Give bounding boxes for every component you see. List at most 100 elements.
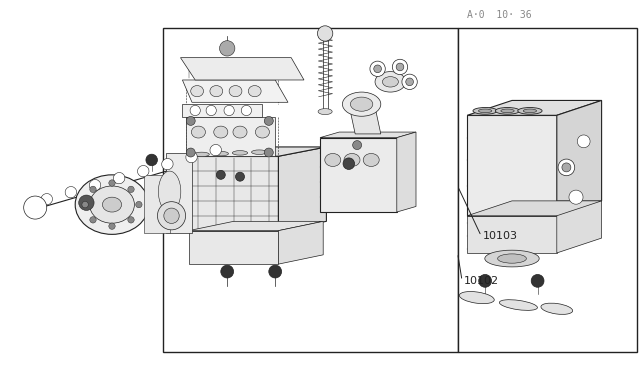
Circle shape <box>109 180 115 186</box>
Ellipse shape <box>186 151 197 163</box>
Polygon shape <box>397 132 416 212</box>
Ellipse shape <box>351 97 372 111</box>
Circle shape <box>241 105 252 116</box>
Ellipse shape <box>518 108 542 114</box>
Polygon shape <box>557 201 602 253</box>
Circle shape <box>531 275 544 287</box>
Ellipse shape <box>473 108 497 114</box>
Polygon shape <box>182 80 288 102</box>
Text: A·0  10· 36: A·0 10· 36 <box>467 10 532 20</box>
Ellipse shape <box>191 126 205 138</box>
Ellipse shape <box>76 175 149 234</box>
Ellipse shape <box>194 152 209 157</box>
Ellipse shape <box>460 292 494 304</box>
Ellipse shape <box>41 193 52 205</box>
Ellipse shape <box>232 151 248 155</box>
Ellipse shape <box>501 109 514 113</box>
Ellipse shape <box>342 92 381 116</box>
Circle shape <box>90 217 96 223</box>
Circle shape <box>402 74 417 90</box>
Ellipse shape <box>499 300 538 310</box>
Circle shape <box>157 202 186 230</box>
Circle shape <box>136 201 142 208</box>
Polygon shape <box>186 117 275 156</box>
Ellipse shape <box>255 126 269 138</box>
Circle shape <box>479 275 492 287</box>
Ellipse shape <box>90 186 134 223</box>
Circle shape <box>216 170 225 179</box>
Circle shape <box>343 158 355 169</box>
Circle shape <box>392 59 408 75</box>
Ellipse shape <box>252 150 267 154</box>
Circle shape <box>569 190 583 204</box>
Polygon shape <box>467 201 602 216</box>
Ellipse shape <box>214 126 228 138</box>
Ellipse shape <box>89 180 100 191</box>
Ellipse shape <box>113 173 125 184</box>
Ellipse shape <box>479 109 492 113</box>
Ellipse shape <box>375 71 406 92</box>
Circle shape <box>353 141 362 150</box>
Circle shape <box>269 265 282 278</box>
Polygon shape <box>278 221 323 264</box>
Ellipse shape <box>138 166 149 177</box>
Circle shape <box>317 26 333 41</box>
Circle shape <box>190 105 200 116</box>
Ellipse shape <box>65 187 77 198</box>
Ellipse shape <box>213 151 228 156</box>
Ellipse shape <box>383 77 398 87</box>
Ellipse shape <box>541 303 573 314</box>
Circle shape <box>128 186 134 193</box>
Circle shape <box>221 265 234 278</box>
Circle shape <box>146 154 157 166</box>
Ellipse shape <box>162 158 173 170</box>
Polygon shape <box>278 147 326 231</box>
Polygon shape <box>467 115 557 216</box>
Circle shape <box>370 61 385 77</box>
Ellipse shape <box>318 109 332 115</box>
Text: 10102: 10102 <box>464 276 499 286</box>
Circle shape <box>186 116 195 125</box>
Polygon shape <box>320 138 397 212</box>
Polygon shape <box>467 216 557 253</box>
Circle shape <box>558 159 575 176</box>
Polygon shape <box>349 104 381 134</box>
Ellipse shape <box>233 126 247 138</box>
Circle shape <box>220 41 235 56</box>
Polygon shape <box>557 100 602 216</box>
Ellipse shape <box>210 144 221 156</box>
Polygon shape <box>166 153 192 232</box>
Polygon shape <box>189 231 278 264</box>
Ellipse shape <box>485 250 540 267</box>
Circle shape <box>24 196 47 219</box>
Ellipse shape <box>364 154 380 167</box>
Polygon shape <box>467 100 602 115</box>
Polygon shape <box>189 147 326 156</box>
Circle shape <box>264 148 273 157</box>
Circle shape <box>186 148 195 157</box>
Polygon shape <box>182 104 262 117</box>
Circle shape <box>90 186 96 193</box>
Circle shape <box>224 105 234 116</box>
Ellipse shape <box>102 197 122 212</box>
Text: 10103: 10103 <box>483 231 518 241</box>
Ellipse shape <box>495 108 520 114</box>
Ellipse shape <box>248 86 261 97</box>
Ellipse shape <box>159 171 181 212</box>
Polygon shape <box>189 221 323 231</box>
Ellipse shape <box>524 109 536 113</box>
Polygon shape <box>180 58 304 80</box>
Circle shape <box>164 208 179 224</box>
Circle shape <box>562 163 571 172</box>
Ellipse shape <box>191 86 204 97</box>
Circle shape <box>206 105 216 116</box>
Circle shape <box>396 63 404 71</box>
Bar <box>163 28 458 352</box>
Polygon shape <box>320 132 416 138</box>
Polygon shape <box>189 156 278 231</box>
Circle shape <box>406 78 413 86</box>
Ellipse shape <box>229 86 242 97</box>
Circle shape <box>264 116 273 125</box>
Circle shape <box>236 172 244 181</box>
Ellipse shape <box>210 86 223 97</box>
